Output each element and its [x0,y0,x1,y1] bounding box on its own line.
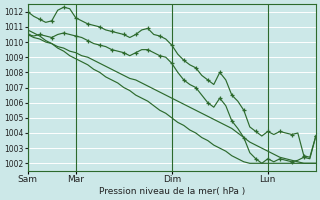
X-axis label: Pression niveau de la mer( hPa ): Pression niveau de la mer( hPa ) [99,187,245,196]
